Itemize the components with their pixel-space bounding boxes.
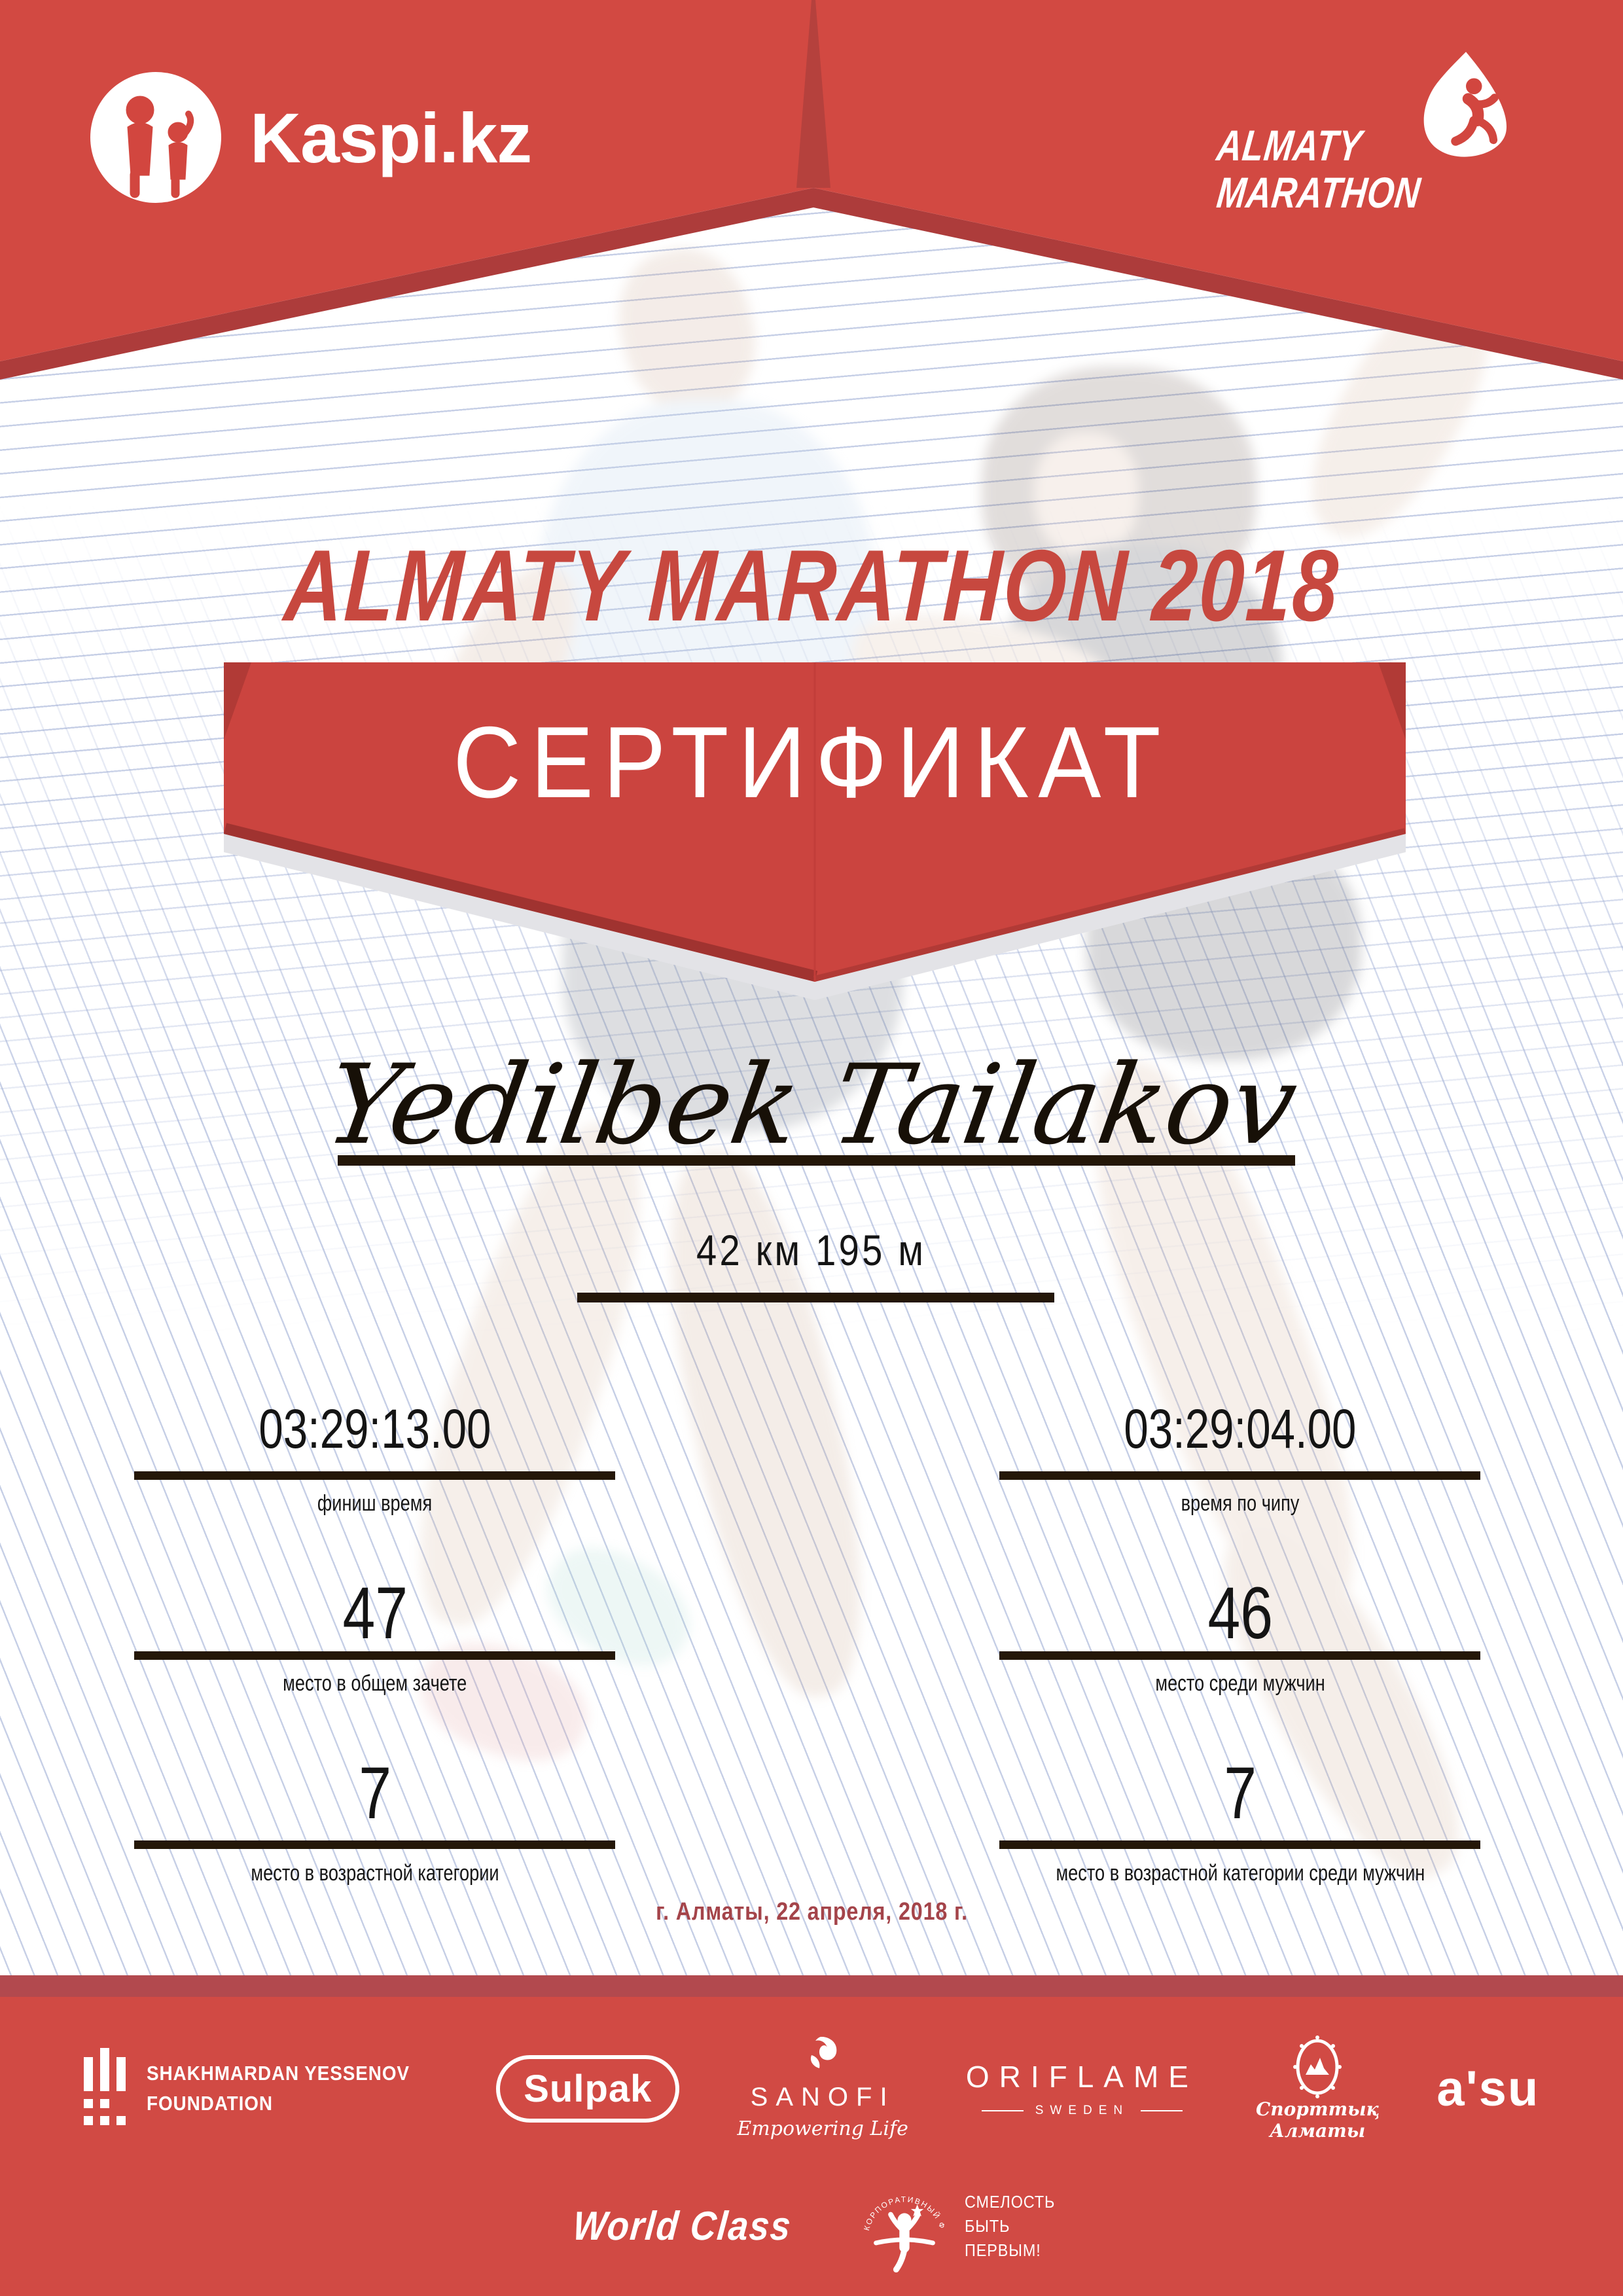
stat-underline <box>134 1651 615 1660</box>
sponsor-row-2: World Class КОРПОРАТИВНЫЙ ФОНД <box>0 2174 1623 2278</box>
corporate-fund-logo: КОРПОРАТИВНЫЙ ФОНД СМЕЛОСТЬ БЫТЬ <box>859 2177 1065 2275</box>
sanofi-tagline: Empowering Life <box>737 2117 908 2140</box>
certificate-ribbon <box>224 662 1406 1000</box>
sponsor-row-1: SHAKHMARDAN YESSENOV FOUNDATION Sulpak S… <box>0 2023 1623 2154</box>
certificate-heading: СЕРТИФИКАТ <box>453 706 1170 819</box>
yessenov-foundation-icon <box>83 2048 126 2125</box>
sporttyk-text-line2: Алматы <box>1270 2120 1366 2142</box>
marathon-runner-icon <box>1423 52 1507 157</box>
age-category-men-place-value: 7 <box>1224 1752 1257 1834</box>
star-icon <box>910 2204 924 2217</box>
kaspi-people-icon <box>90 72 221 203</box>
oriflame-wordmark: ORIFLAME <box>965 2060 1198 2094</box>
kaspi-logo-text: Kaspi.kz <box>250 98 532 177</box>
marathon-logo-text-line2: MARATHON <box>1214 168 1423 217</box>
age-category-place-label: место в возрастной категории <box>251 1861 499 1886</box>
stats-column-left: 03:29:13.00 финиш время 47 место в общем… <box>133 1374 617 1905</box>
name-underline <box>338 1155 1295 1166</box>
yessenov-foundation-logo: SHAKHMARDAN YESSENOV FOUNDATION <box>83 2048 439 2129</box>
overall-place-label: место в общем зачете <box>283 1671 467 1696</box>
stat-underline <box>999 1471 1480 1480</box>
marathon-logo-text-line1: ALMATY <box>1214 121 1365 170</box>
chip-time-value: 03:29:04.00 <box>1124 1398 1357 1460</box>
participant-name: Yedilbek Tailakov <box>317 1041 1306 1169</box>
corporate-fund-emblem-icon: КОРПОРАТИВНЫЙ ФОНД <box>859 2177 946 2273</box>
men-place-label: место среди мужчин <box>1155 1671 1325 1696</box>
distance-underline <box>577 1293 1054 1302</box>
sanofi-bird-icon <box>811 2037 837 2068</box>
sanofi-wordmark: SANOFI <box>750 2083 895 2111</box>
distance-value: 42 км 195 м <box>696 1226 927 1274</box>
yessenov-foundation-text: SHAKHMARDAN YESSENOV FOUNDATION <box>146 2062 410 2115</box>
oriflame-sweden-row: SWEDEN <box>981 2104 1183 2118</box>
sponsors-footer: SHAKHMARDAN YESSENOV FOUNDATION Sulpak S… <box>0 1997 1623 2296</box>
almaty-marathon-logo: ALMATY MARATHON <box>1214 43 1528 220</box>
fund-slogan: СМЕЛОСТЬ БЫТЬ ПЕРВЫМ! <box>964 2191 1056 2260</box>
page-title: ALMATY MARATHON 2018 <box>281 529 1342 642</box>
finish-time-label: финиш время <box>317 1491 433 1516</box>
sanofi-logo: SANOFI Empowering Life <box>737 2037 908 2140</box>
overall-place-value: 47 <box>342 1572 408 1654</box>
finish-time-value: 03:29:13.00 <box>259 1398 491 1460</box>
kaspi-logo: Kaspi.kz <box>90 72 532 203</box>
age-category-place-value: 7 <box>359 1752 391 1834</box>
sporttyk-text-line1: Спорттық <box>1255 2098 1380 2121</box>
event-date: г. Алматы, 22 апреля, 2018 г. <box>655 1898 968 1926</box>
stat-underline <box>134 1471 615 1480</box>
header-banner <box>0 0 1623 380</box>
footer-accent-band <box>0 1975 1623 1997</box>
sulpak-logo: Sulpak <box>496 2054 680 2123</box>
chip-time-label: время по чипу <box>1181 1491 1300 1516</box>
stats-column-right: 03:29:04.00 время по чипу 46 место среди… <box>998 1374 1482 1905</box>
stat-underline <box>999 1840 1480 1849</box>
oriflame-logo: ORIFLAME SWEDEN <box>966 2059 1198 2118</box>
stat-underline <box>134 1840 615 1849</box>
stat-underline <box>999 1651 1480 1660</box>
divider-line <box>1141 2110 1183 2111</box>
asu-logo: a'su <box>1436 2060 1540 2117</box>
divider-line <box>981 2110 1024 2111</box>
sporttyk-almaty-logo: Спорттық Алматы <box>1256 2036 1379 2142</box>
age-category-men-place-label: место в возрастной категории среди мужчи… <box>1056 1861 1425 1886</box>
men-place-value: 46 <box>1207 1572 1273 1654</box>
world-class-logo: World Class <box>571 2203 794 2249</box>
sporttyk-almaty-emblem-icon <box>1293 2036 1342 2099</box>
